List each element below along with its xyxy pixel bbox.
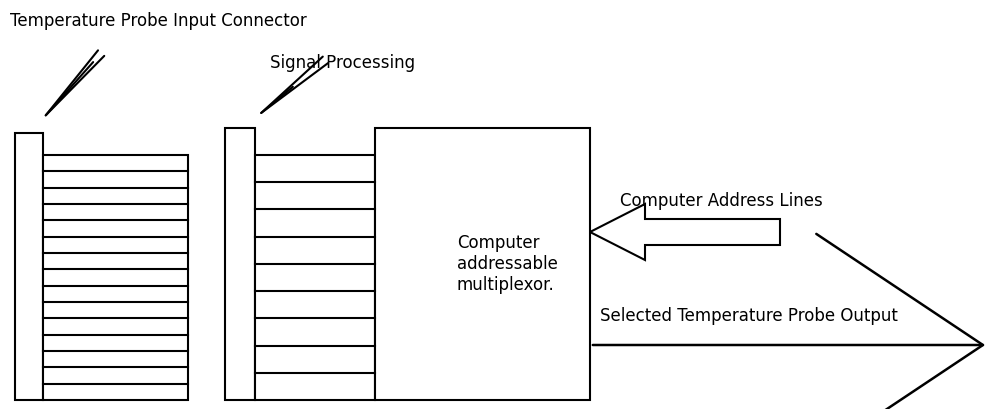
Bar xyxy=(15,133,43,400)
Bar xyxy=(43,155,188,400)
Text: Computer Address Lines: Computer Address Lines xyxy=(620,192,823,210)
Text: Signal Processing: Signal Processing xyxy=(270,54,415,72)
Text: Computer
addressable
multiplexor.: Computer addressable multiplexor. xyxy=(457,234,558,294)
Text: Selected Temperature Probe Output: Selected Temperature Probe Output xyxy=(600,307,898,325)
Bar xyxy=(255,155,375,400)
Text: Temperature Probe Input Connector: Temperature Probe Input Connector xyxy=(10,12,307,30)
Bar xyxy=(375,128,590,400)
Polygon shape xyxy=(590,204,780,260)
Bar xyxy=(225,128,255,400)
